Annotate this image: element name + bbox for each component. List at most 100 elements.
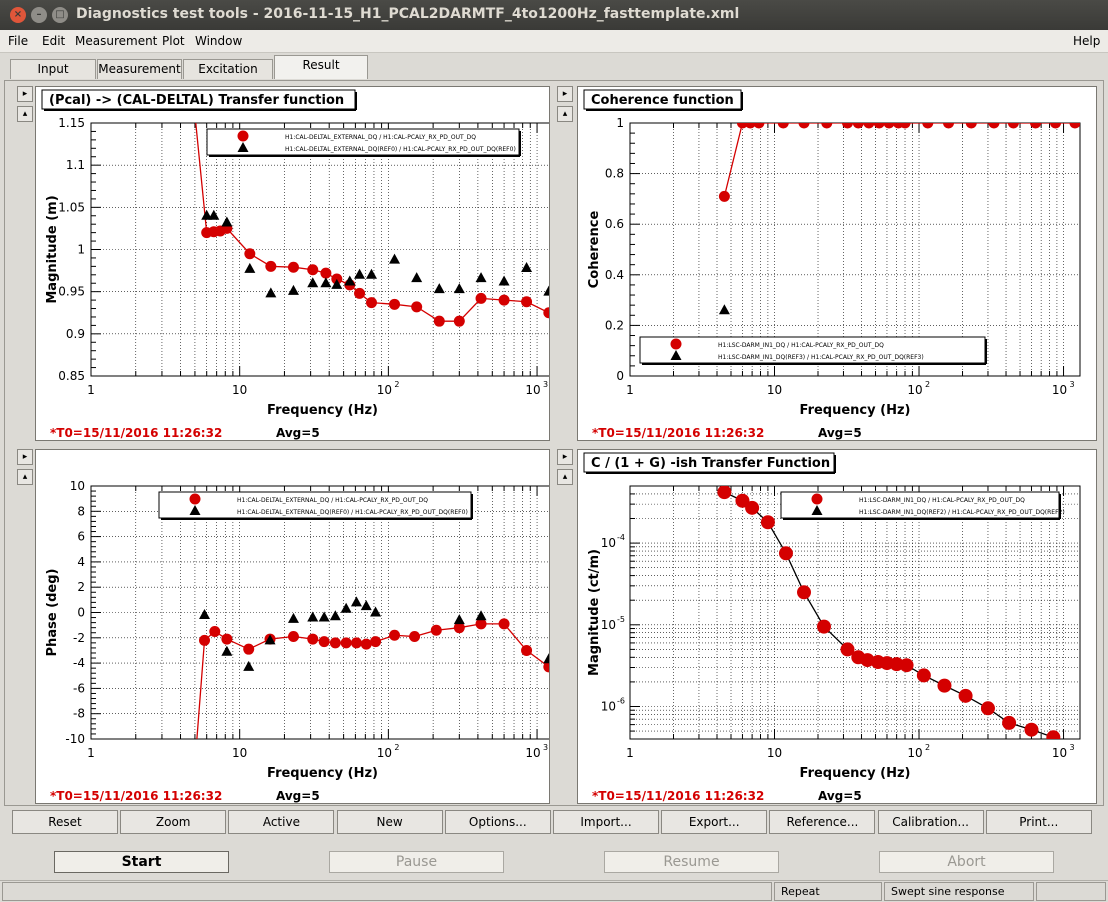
plot-transfer-function-magnitude[interactable]: 1 10 10 2 10 3 0.85 0.9 0.95 1 1.05 1.1 1.15 Frequenc… [35, 86, 555, 441]
x-tick-exponent: 3 [543, 743, 548, 752]
data-point-circle [340, 637, 352, 649]
data-point-circle [498, 294, 510, 306]
data-point-circle [265, 260, 277, 272]
plot3-scroll-up-button[interactable]: ▴ [17, 469, 33, 485]
reference-button[interactable]: Reference... [769, 810, 876, 834]
legend-entry: H1:LSC-DARM_IN1_DQ / H1:CAL-PCALY_RX_PD_… [859, 497, 1025, 504]
import-button[interactable]: Import... [553, 810, 659, 834]
data-point-triangle [264, 634, 276, 645]
plot3-scroll-right-button[interactable]: ▸ [17, 449, 33, 465]
tab-input[interactable]: Input [10, 59, 96, 79]
data-point-circle [287, 261, 299, 273]
data-point-triangle [221, 216, 233, 227]
y-axis-label: Magnitude (m) [45, 195, 60, 303]
y-tick-exponent: -6 [617, 696, 625, 705]
y-tick-label: 2 [77, 580, 85, 594]
menu-bar: File Edit Measurement Plot Window Help [0, 30, 1108, 53]
data-point-circle [350, 637, 362, 649]
data-point-triangle [718, 304, 730, 315]
data-point-circle [798, 123, 810, 129]
tab-measurement[interactable]: Measurement [97, 59, 182, 79]
calibration-button[interactable]: Calibration... [877, 810, 984, 834]
tab-excitation[interactable]: Excitation [183, 59, 273, 79]
options-button[interactable]: Options... [444, 810, 551, 834]
legend-box [639, 336, 986, 364]
plot4-scroll-right-button[interactable]: ▸ [557, 449, 573, 465]
plot2-scroll-right-button[interactable]: ▸ [557, 86, 573, 102]
data-point-circle [943, 123, 955, 129]
data-point-circle [988, 123, 1000, 129]
data-point-circle [1002, 715, 1017, 730]
y-tick-label: -6 [73, 681, 85, 695]
data-point-triangle [389, 253, 401, 264]
close-window-button[interactable]: × [10, 7, 26, 23]
data-point-circle [916, 668, 931, 683]
y-tick-label: 4 [77, 555, 85, 569]
data-point-triangle [201, 209, 213, 220]
resume-button[interactable]: Resume [604, 851, 779, 873]
data-point-circle [1046, 730, 1061, 739]
tab-result[interactable]: Result [274, 55, 368, 79]
data-point-circle [863, 123, 875, 129]
zoom-button[interactable]: Zoom [120, 810, 227, 834]
menu-help[interactable]: Help [1073, 34, 1101, 48]
data-point-triangle [475, 272, 487, 283]
y-tick-label: 8 [77, 504, 85, 518]
plot-title: (Pcal) -> (CAL-DELTAL) Transfer function [49, 93, 344, 108]
y-tick-label: 0.2 [605, 318, 624, 332]
y-axis-label: Phase (deg) [45, 569, 60, 657]
data-point-triangle [329, 610, 341, 621]
status-mode: Swept sine response [884, 882, 1034, 901]
maximize-window-button[interactable]: □ [52, 7, 68, 23]
menu-measurement[interactable]: Measurement [75, 34, 158, 48]
plot-coherence[interactable]: 1 10 10 2 10 3 0 0.2 0.4 0.6 0.8 1 Frequency (Hz) Coh… [577, 86, 1097, 441]
y-tick-label: -4 [73, 656, 85, 670]
data-point-circle [318, 636, 330, 648]
data-point-triangle [243, 660, 255, 671]
x-axis-label: Frequency (Hz) [800, 766, 911, 781]
active-button[interactable]: Active [228, 810, 335, 834]
plot1-scroll-up-button[interactable]: ▴ [17, 106, 33, 122]
pause-button[interactable]: Pause [329, 851, 504, 873]
plot-closed-loop-transfer-function[interactable]: 1 10 10 2 10 3 10 -6 10 -5 10 -4 Frequency (Hz) Magni… [577, 449, 1097, 804]
reset-button[interactable]: Reset [12, 810, 118, 834]
menu-plot[interactable]: Plot [162, 34, 185, 48]
x-tick-label: 10 [907, 746, 922, 760]
y-tick-label: 0.85 [58, 369, 85, 383]
abort-button[interactable]: Abort [879, 851, 1054, 873]
plot1-scroll-right-button[interactable]: ▸ [17, 86, 33, 102]
data-point-circle [411, 301, 423, 313]
y-axis-label: Coherence [587, 211, 602, 289]
start-button[interactable]: Start [54, 851, 229, 873]
data-point-triangle [287, 284, 299, 295]
series-group [718, 123, 1080, 315]
menu-edit[interactable]: Edit [42, 34, 66, 48]
t0-stamp: *T0=15/11/2016 11:26:32 [50, 426, 222, 440]
data-point-circle [937, 678, 952, 693]
menu-file[interactable]: File [8, 34, 29, 48]
x-axis-label: Frequency (Hz) [267, 403, 378, 418]
data-point-circle [287, 631, 299, 643]
x-tick-label: 10 [525, 746, 540, 760]
plot-title: Coherence function [591, 93, 734, 108]
minimize-window-button[interactable]: – [31, 7, 47, 23]
plot-transfer-function-phase[interactable]: 1 10 10 2 10 3 -10 -8 -6 -4 -2 0 2 4 6 8 10 Frequency (Hz… [35, 449, 555, 804]
x-tick-exponent: 2 [394, 380, 399, 389]
export-button[interactable]: Export... [661, 810, 768, 834]
avg-stamp: Avg=5 [276, 789, 320, 803]
plot4-scroll-up-button[interactable]: ▴ [557, 469, 573, 485]
plot2-scroll-up-button[interactable]: ▴ [557, 106, 573, 122]
new-button[interactable]: New [336, 810, 443, 834]
data-point-triangle [221, 645, 233, 656]
window-titlebar: × – □ Diagnostics test tools - 2016-11-1… [0, 0, 1108, 30]
plot-frame [629, 485, 1081, 740]
data-point-circle [409, 631, 421, 643]
data-point-circle [842, 123, 854, 129]
x-axis-label: Frequency (Hz) [800, 403, 911, 418]
data-point-triangle [244, 262, 256, 273]
menu-window[interactable]: Window [195, 34, 243, 48]
x-tick-label: 1 [87, 746, 95, 760]
print-button[interactable]: Print... [985, 810, 1092, 834]
x-tick-exponent: 3 [1070, 380, 1075, 389]
